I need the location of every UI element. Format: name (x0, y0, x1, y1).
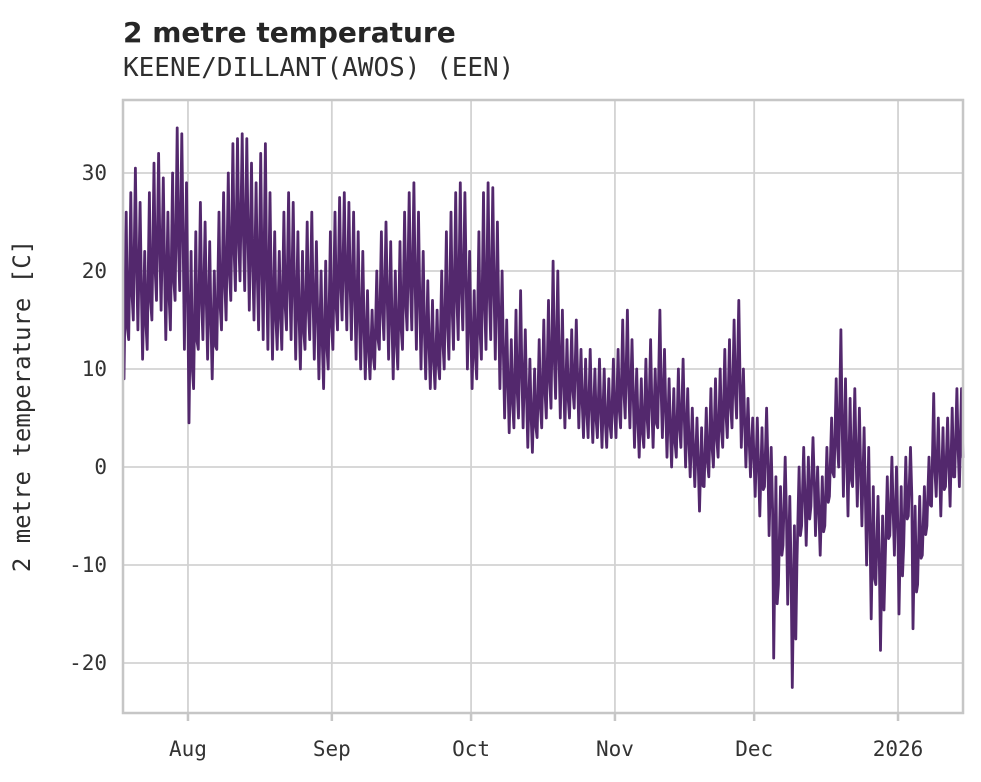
temperature-series-line (122, 126, 965, 689)
x-tick-label: Aug (169, 737, 207, 761)
y-tick-label: 0 (94, 455, 107, 479)
x-tick-label: Dec (735, 737, 773, 761)
station-subtitle: KEENE/DILLANT(AWOS) (EEN) (123, 53, 514, 83)
y-axis-label: 2 metre temperature [C] (8, 240, 36, 572)
y-tick-label: -20 (69, 651, 107, 675)
y-tick-label: 20 (82, 259, 107, 283)
axis-layer: -20 -10 0 10 20 30 Aug Sep Oct Nov Dec 2026 (69, 98, 965, 761)
y-tick-label: -10 (69, 553, 107, 577)
y-tick-label: 10 (82, 357, 107, 381)
series-layer (122, 126, 965, 689)
x-tick-label: Oct (452, 737, 490, 761)
grid-layer (123, 100, 963, 713)
x-tick-label: Sep (313, 737, 351, 761)
x-tick-label: 2026 (873, 737, 924, 761)
page-title: 2 metre temperature (123, 16, 456, 49)
x-tick-label: Nov (596, 737, 634, 761)
y-tick-label: 30 (82, 161, 107, 185)
plot-border (121, 98, 965, 715)
